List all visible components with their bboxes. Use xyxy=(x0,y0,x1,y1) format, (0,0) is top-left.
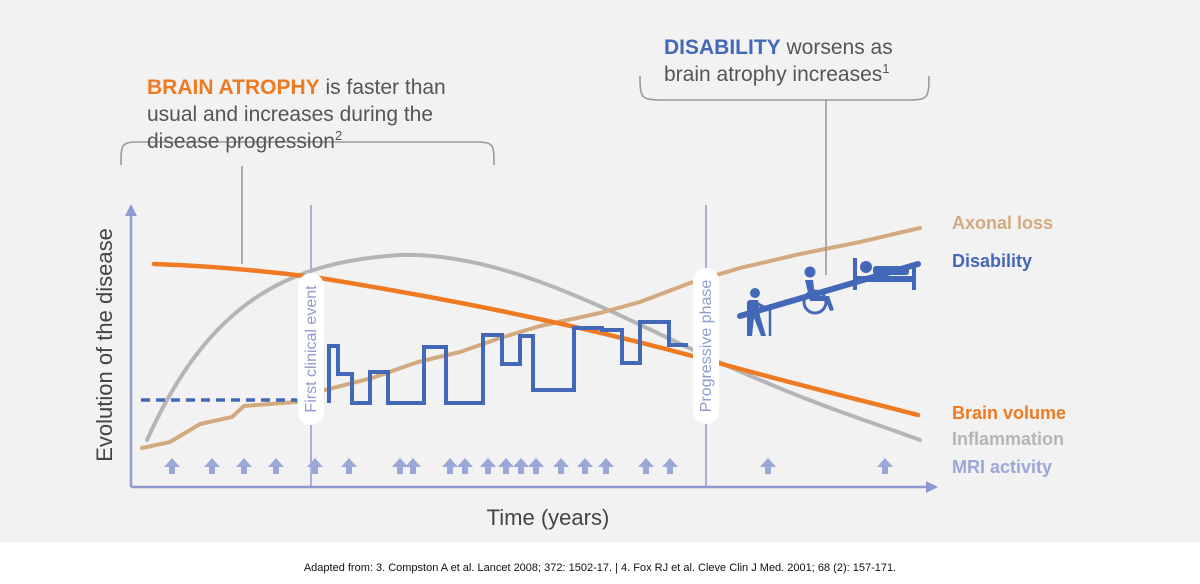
inflammation-curve xyxy=(145,252,922,442)
mri-activity-arrow xyxy=(598,458,614,474)
atrophy-line3-text: disease progression xyxy=(147,130,335,153)
mri-activity-arrows xyxy=(164,458,893,474)
atrophy-note-line1: BRAIN ATROPHY is faster than xyxy=(147,76,446,99)
citation-footer: Adapted from: 3. Compston A et al. Lance… xyxy=(303,562,897,574)
first-clinical-event-label: First clinical event xyxy=(303,285,320,413)
disability-superscript: 1 xyxy=(882,61,889,76)
disability-callout-bracket xyxy=(639,75,930,101)
mri-activity-arrow xyxy=(877,458,893,474)
person-with-cane-icon xyxy=(747,288,772,336)
first-clinical-event-pill: First clinical event xyxy=(298,273,324,425)
mri-activity-arrow xyxy=(442,458,458,474)
x-axis-arrowhead xyxy=(926,481,938,493)
axes xyxy=(125,204,938,493)
disability-relapsing-line xyxy=(327,320,688,405)
mri-activity-arrow xyxy=(553,458,569,474)
figure-panel xyxy=(0,0,1200,542)
disability-note-line1: DISABILITY worsens as xyxy=(664,36,893,59)
disability-keyword: DISABILITY xyxy=(664,36,781,59)
mri-activity-arrow xyxy=(662,458,678,474)
atrophy-line1-rest: is faster than xyxy=(320,76,446,99)
legend-brain-volume: Brain volume xyxy=(952,403,1066,423)
atrophy-keyword: BRAIN ATROPHY xyxy=(147,76,320,99)
mri-activity-arrow xyxy=(405,458,421,474)
mri-activity-arrow xyxy=(498,458,514,474)
mri-activity-arrow xyxy=(164,458,180,474)
mri-activity-arrow xyxy=(268,458,284,474)
atrophy-note-line2: usual and increases during the xyxy=(147,103,433,126)
atrophy-note-line3: disease progression2 xyxy=(147,128,342,153)
mri-activity-arrow xyxy=(513,458,529,474)
disease-evolution-diagram: First clinical event Progressive phase xyxy=(92,36,1066,530)
legend-mri-activity: MRI activity xyxy=(952,457,1052,477)
disability-line2-text: brain atrophy increases xyxy=(664,63,882,86)
x-axis-label: Time (years) xyxy=(487,505,610,530)
mri-activity-arrow xyxy=(760,458,776,474)
mri-activity-arrow xyxy=(307,458,323,474)
y-axis-label: Evolution of the disease xyxy=(92,228,117,462)
y-axis-arrowhead xyxy=(125,204,137,216)
progressive-phase-pill: Progressive phase xyxy=(693,268,719,424)
legend-axonal-loss: Axonal loss xyxy=(952,213,1053,233)
legend-inflammation: Inflammation xyxy=(952,429,1064,449)
wheelchair-user-icon xyxy=(802,266,834,315)
mri-activity-arrow xyxy=(528,458,544,474)
mri-activity-arrow xyxy=(480,458,496,474)
atrophy-callout-bracket xyxy=(120,141,495,166)
mri-activity-arrow xyxy=(392,458,408,474)
atrophy-superscript: 2 xyxy=(335,128,342,143)
mri-activity-arrow xyxy=(577,458,593,474)
mri-activity-arrow xyxy=(457,458,473,474)
progressive-phase-label: Progressive phase xyxy=(698,280,715,413)
mri-activity-arrow xyxy=(341,458,357,474)
mri-activity-arrow xyxy=(204,458,220,474)
brain-volume-curve xyxy=(151,261,921,418)
person-in-bed-icon xyxy=(853,258,916,290)
disability-note-line2: brain atrophy increases1 xyxy=(664,61,890,86)
axonal-loss-curve xyxy=(140,226,922,450)
legend-disability: Disability xyxy=(952,251,1032,271)
disability-line1-rest: worsens as xyxy=(781,36,893,59)
mri-activity-arrow xyxy=(638,458,654,474)
mri-activity-arrow xyxy=(236,458,252,474)
